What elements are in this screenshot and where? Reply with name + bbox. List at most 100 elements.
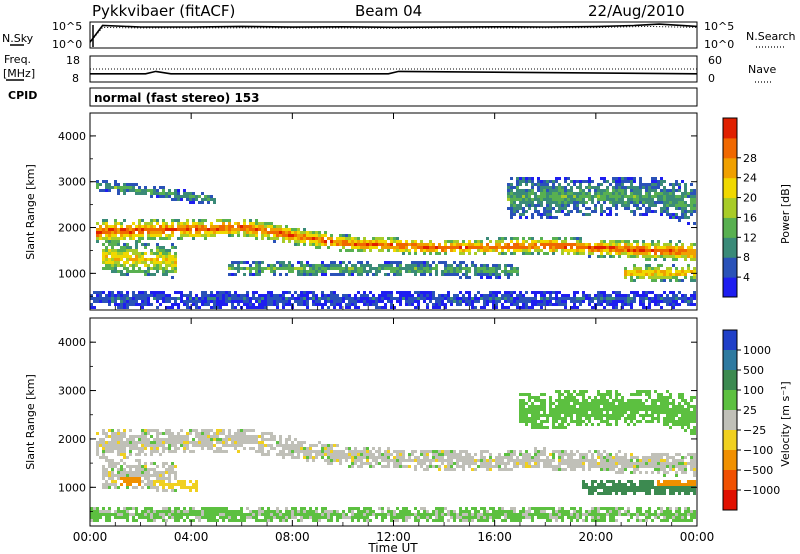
velocity-cell [420, 465, 423, 468]
velocity-cell [291, 510, 294, 513]
power-cell [552, 297, 555, 300]
power-cell [606, 243, 609, 246]
power-cell [354, 264, 357, 267]
power-cell [216, 297, 219, 300]
power-cell [246, 291, 249, 294]
velocity-cell [120, 510, 123, 513]
power-cell [456, 240, 459, 243]
velocity-cell [135, 474, 138, 477]
power-cell [243, 231, 246, 234]
power-cell [564, 180, 567, 183]
power-cell [555, 297, 558, 300]
power-cell [576, 237, 579, 240]
velocity-cell [558, 414, 561, 417]
power-cell [666, 246, 669, 249]
velocity-cell [189, 486, 192, 489]
power-cell [621, 246, 624, 249]
power-cell [291, 297, 294, 300]
power-cell [111, 291, 114, 294]
power-cell [231, 225, 234, 228]
power-cell [624, 192, 627, 195]
velocity-cell [372, 447, 375, 450]
velocity-cell [435, 465, 438, 468]
power-colorbar-segment-1 [723, 257, 737, 278]
power-cell [198, 222, 201, 225]
velocity-cell [303, 510, 306, 513]
velocity-cell [426, 453, 429, 456]
power-cell [435, 246, 438, 249]
power-cell [273, 273, 276, 276]
power-cell [342, 240, 345, 243]
power-cell [549, 198, 552, 201]
power-cell [438, 261, 441, 264]
velocity-cell [513, 510, 516, 513]
velocity-cell [558, 459, 561, 462]
velocity-cell [567, 399, 570, 402]
velocity-cell [246, 507, 249, 510]
power-cell [108, 300, 111, 303]
power-cell [141, 231, 144, 234]
velocity-cell [561, 450, 564, 453]
power-cell [624, 252, 627, 255]
velocity-cell [216, 447, 219, 450]
power-cell [519, 297, 522, 300]
velocity-cell [228, 432, 231, 435]
power-cell [528, 207, 531, 210]
velocity-cell [117, 453, 120, 456]
velocity-cell [513, 519, 516, 522]
velocity-cell [300, 519, 303, 522]
power-cell [606, 192, 609, 195]
power-cell [366, 294, 369, 297]
velocity-cell [267, 513, 270, 516]
power-cell [594, 189, 597, 192]
power-cell [111, 252, 114, 255]
power-cell [690, 303, 693, 306]
velocity-cell [261, 453, 264, 456]
power-cell [516, 249, 519, 252]
power-cell [102, 255, 105, 258]
velocity-cell [291, 450, 294, 453]
power-cell [657, 273, 660, 276]
power-cell [465, 300, 468, 303]
velocity-cell [273, 447, 276, 450]
velocity-cell [558, 402, 561, 405]
velocity-cell [174, 489, 177, 492]
velocity-cell [393, 513, 396, 516]
power-cell [246, 267, 249, 270]
power-cell [444, 303, 447, 306]
power-cell [300, 261, 303, 264]
power-cell [249, 303, 252, 306]
power-cell [507, 276, 510, 279]
power-cell [639, 177, 642, 180]
velocity-cell [222, 519, 225, 522]
power-cell [405, 267, 408, 270]
velocity-cell [201, 429, 204, 432]
power-cell [693, 303, 696, 306]
power-cell [282, 240, 285, 243]
power-cell [309, 270, 312, 273]
power-cell [171, 297, 174, 300]
velocity-cell [174, 516, 177, 519]
power-cell [507, 195, 510, 198]
velocity-cell [333, 456, 336, 459]
power-cell [354, 243, 357, 246]
power-cell [669, 255, 672, 258]
power-cell [516, 237, 519, 240]
power-cell [516, 300, 519, 303]
power-cell [597, 303, 600, 306]
velocity-cell [306, 456, 309, 459]
velocity-cell [435, 513, 438, 516]
power-cell [375, 297, 378, 300]
power-cell [99, 294, 102, 297]
velocity-cell [171, 462, 174, 465]
velocity-cell [216, 450, 219, 453]
power-cell [150, 189, 153, 192]
power-cell [510, 177, 513, 180]
velocity-cell [552, 414, 555, 417]
power-cell [513, 201, 516, 204]
power-cell [276, 294, 279, 297]
power-cell [588, 300, 591, 303]
power-cell [369, 246, 372, 249]
power-cell [168, 258, 171, 261]
power-cell [237, 267, 240, 270]
